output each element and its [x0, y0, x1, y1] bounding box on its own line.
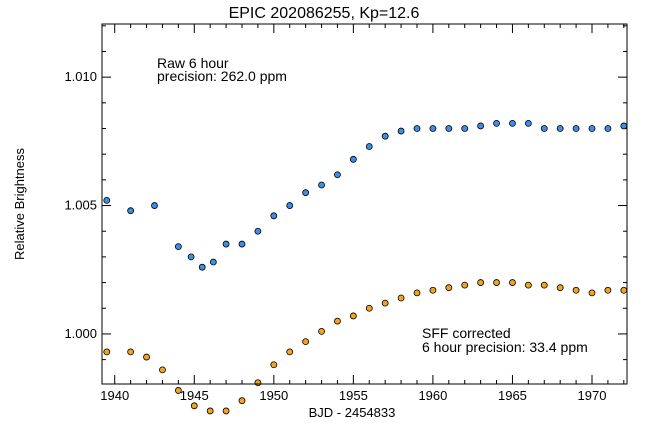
data-point [477, 279, 485, 286]
data-point [509, 279, 516, 286]
data-point [209, 258, 217, 266]
axis-ticks [102, 24, 627, 384]
data-point [540, 125, 548, 132]
data-point [365, 143, 373, 150]
data-point [604, 286, 612, 294]
data-point [222, 407, 230, 415]
data-point [381, 132, 389, 140]
data-point [334, 317, 341, 325]
y-tick-label: 1.010 [64, 69, 97, 84]
data-point [198, 263, 206, 271]
data-point [397, 294, 405, 302]
data-point [540, 281, 548, 289]
data-point [238, 397, 246, 405]
data-point [286, 202, 294, 209]
data-point [270, 361, 278, 369]
sff-annotation-line2: 6 hour precision: 33.4 ppm [422, 339, 588, 355]
data-point [206, 407, 214, 415]
data-point [461, 281, 469, 289]
x-tick-label: 1965 [498, 388, 527, 403]
plot-frame [101, 23, 628, 385]
data-point [103, 348, 111, 356]
data-point [187, 253, 195, 261]
data-point [493, 279, 500, 286]
chart-title: EPIC 202086255, Kp=12.6 [229, 5, 420, 22]
data-point [174, 243, 182, 251]
x-tick-label: 1960 [418, 388, 447, 403]
data-point [588, 125, 596, 132]
data-point [604, 125, 612, 132]
data-point [477, 122, 485, 130]
data-point [381, 299, 389, 307]
sff-annotation-line1: SFF corrected [422, 325, 511, 341]
data-point [127, 207, 135, 215]
x-tick-label: 1945 [180, 388, 209, 403]
data-point [413, 125, 421, 132]
x-axis-label: BJD - 2454833 [309, 405, 396, 420]
axis-tick-labels: 1940 1945 1950 1955 1960 1965 1970 1.000 1.005 1.… [64, 69, 606, 403]
y-tick-label: 1.005 [64, 198, 97, 213]
data-point [238, 240, 246, 248]
data-point [572, 286, 580, 294]
series-0 [103, 119, 628, 271]
x-tick-label: 1940 [100, 388, 129, 403]
data-point [493, 119, 500, 127]
data-point [254, 227, 262, 235]
data-point [159, 366, 166, 374]
data-point [588, 289, 596, 297]
data-point [151, 202, 158, 209]
data-point [318, 181, 325, 189]
data-point [524, 119, 532, 127]
raw-annotation-line2: precision: 262.0 ppm [157, 68, 287, 84]
data-point [556, 284, 564, 292]
data-point [222, 240, 230, 248]
data-point [286, 348, 294, 356]
data-point [556, 125, 564, 132]
series-1 [103, 279, 628, 415]
data-point [302, 189, 310, 197]
data-point [103, 197, 111, 204]
data-point [413, 289, 421, 297]
data-point [397, 127, 405, 135]
x-tick-label: 1955 [339, 388, 368, 403]
data-points [103, 119, 628, 415]
data-point [572, 125, 580, 132]
raw-annotation-line1: Raw 6 hour [157, 55, 229, 71]
data-point [143, 353, 150, 361]
data-point [334, 171, 341, 179]
data-point [445, 125, 453, 132]
data-point [461, 125, 469, 132]
x-tick-label: 1970 [578, 388, 607, 403]
data-point [302, 338, 310, 346]
data-point [509, 119, 516, 127]
data-point [190, 402, 198, 410]
data-point [429, 125, 437, 132]
data-point [254, 379, 262, 387]
x-tick-label: 1950 [259, 388, 288, 403]
y-tick-label: 1.000 [64, 326, 97, 341]
y-axis-label: Relative Brightness [12, 148, 27, 260]
data-point [620, 286, 628, 294]
data-point [174, 387, 182, 394]
data-point [127, 348, 135, 356]
data-point [445, 284, 453, 292]
data-point [270, 212, 278, 220]
data-point [365, 304, 373, 312]
data-point [349, 312, 357, 320]
data-point [349, 155, 357, 163]
data-point [429, 286, 437, 294]
data-point [524, 281, 532, 289]
data-point [620, 122, 628, 130]
data-point [318, 327, 325, 335]
